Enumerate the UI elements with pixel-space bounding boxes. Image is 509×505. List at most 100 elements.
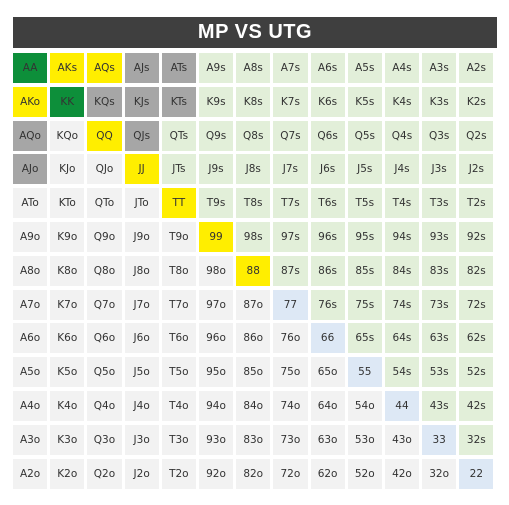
hand-cell-kqo: KQo bbox=[50, 120, 85, 151]
hand-cell-aqs: AQs bbox=[87, 53, 122, 83]
hand-cell-64o: 64o bbox=[310, 390, 345, 421]
hand-cell-t4o: T4o bbox=[161, 390, 196, 421]
hand-cell-76s: 76s bbox=[310, 289, 345, 320]
hand-cell-kjs: KJs bbox=[124, 86, 159, 117]
hand-cell-a3o: A3o bbox=[13, 424, 48, 455]
hand-cell-a7o: A7o bbox=[13, 289, 48, 320]
hand-cell-t7o: T7o bbox=[161, 289, 196, 320]
hand-cell-j5o: J5o bbox=[124, 357, 159, 388]
hand-cell-95s: 95s bbox=[347, 221, 382, 252]
hand-cell-a2s: A2s bbox=[459, 53, 494, 83]
hand-cell-q9s: Q9s bbox=[198, 120, 234, 151]
hand-cell-j9o: J9o bbox=[124, 221, 159, 252]
hand-cell-t9o: T9o bbox=[161, 221, 196, 252]
hand-cell-j8s: J8s bbox=[236, 154, 271, 185]
hand-cell-ako: AKo bbox=[13, 86, 48, 117]
hand-cell-k4o: K4o bbox=[50, 390, 85, 421]
hand-cell-ajs: AJs bbox=[124, 53, 159, 83]
hand-cell-q6s: Q6s bbox=[310, 120, 345, 151]
hand-cell-82s: 82s bbox=[459, 255, 494, 286]
hand-cell-63o: 63o bbox=[310, 424, 345, 455]
hand-cell-q5o: Q5o bbox=[87, 357, 122, 388]
hand-cell-54o: 54o bbox=[347, 390, 382, 421]
hand-cell-65s: 65s bbox=[347, 323, 382, 354]
hand-cell-96s: 96s bbox=[310, 221, 345, 252]
hand-cell-q7s: Q7s bbox=[273, 120, 308, 151]
hand-cell-qts: QTs bbox=[161, 120, 196, 151]
hand-cell-42s: 42s bbox=[459, 390, 494, 421]
hand-cell-j7o: J7o bbox=[124, 289, 159, 320]
hand-cell-j3o: J3o bbox=[124, 424, 159, 455]
hand-cell-82o: 82o bbox=[236, 458, 271, 489]
hand-cell-t2o: T2o bbox=[161, 458, 196, 489]
hand-cell-j6o: J6o bbox=[124, 323, 159, 354]
hand-cell-tt: TT bbox=[161, 188, 196, 219]
hand-cell-t6o: T6o bbox=[161, 323, 196, 354]
hand-cell-74o: 74o bbox=[273, 390, 308, 421]
hand-cell-94o: 94o bbox=[198, 390, 234, 421]
hand-cell-k9o: K9o bbox=[50, 221, 85, 252]
hand-cell-q5s: Q5s bbox=[347, 120, 382, 151]
hand-cell-66: 66 bbox=[310, 323, 345, 354]
hand-cell-63s: 63s bbox=[422, 323, 457, 354]
hand-cell-jj: JJ bbox=[124, 154, 159, 185]
hand-cell-k7o: K7o bbox=[50, 289, 85, 320]
hand-cell-a4s: A4s bbox=[384, 53, 420, 83]
hand-cell-92s: 92s bbox=[459, 221, 494, 252]
hand-cell-j2o: J2o bbox=[124, 458, 159, 489]
hand-cell-65o: 65o bbox=[310, 357, 345, 388]
hand-cell-85o: 85o bbox=[236, 357, 271, 388]
hand-cell-93o: 93o bbox=[198, 424, 234, 455]
hand-cell-kts: KTs bbox=[161, 86, 196, 117]
hand-cell-88: 88 bbox=[236, 255, 271, 286]
hand-cell-99: 99 bbox=[198, 221, 234, 252]
hand-cell-a4o: A4o bbox=[13, 390, 48, 421]
hand-cell-83s: 83s bbox=[422, 255, 457, 286]
hand-cell-t4s: T4s bbox=[384, 188, 420, 219]
hand-cell-j9s: J9s bbox=[198, 154, 234, 185]
hand-cell-43s: 43s bbox=[422, 390, 457, 421]
hand-cell-j8o: J8o bbox=[124, 255, 159, 286]
hand-cell-q2o: Q2o bbox=[87, 458, 122, 489]
hand-cell-72o: 72o bbox=[273, 458, 308, 489]
hand-cell-t8o: T8o bbox=[161, 255, 196, 286]
hand-cell-52o: 52o bbox=[347, 458, 382, 489]
hand-cell-k2o: K2o bbox=[50, 458, 85, 489]
hand-cell-qq: QQ bbox=[87, 120, 122, 151]
hand-cell-qjo: QJo bbox=[87, 154, 122, 185]
hand-cell-qto: QTo bbox=[87, 188, 122, 219]
hand-cell-a9s: A9s bbox=[198, 53, 234, 83]
hand-cell-87s: 87s bbox=[273, 255, 308, 286]
hand-cell-75s: 75s bbox=[347, 289, 382, 320]
hand-cell-t5s: T5s bbox=[347, 188, 382, 219]
hand-cell-a6s: A6s bbox=[310, 53, 345, 83]
hand-cell-q8o: Q8o bbox=[87, 255, 122, 286]
hand-cell-q9o: Q9o bbox=[87, 221, 122, 252]
hand-cell-k8s: K8s bbox=[236, 86, 271, 117]
hand-cell-kqs: KQs bbox=[87, 86, 122, 117]
hand-cell-95o: 95o bbox=[198, 357, 234, 388]
hand-cell-a5o: A5o bbox=[13, 357, 48, 388]
hand-cell-72s: 72s bbox=[459, 289, 494, 320]
hand-cell-k7s: K7s bbox=[273, 86, 308, 117]
hand-cell-83o: 83o bbox=[236, 424, 271, 455]
hand-cell-kjo: KJo bbox=[50, 154, 85, 185]
hand-cell-a7s: A7s bbox=[273, 53, 308, 83]
hand-cell-k5o: K5o bbox=[50, 357, 85, 388]
hand-cell-33: 33 bbox=[422, 424, 457, 455]
hand-cell-j2s: J2s bbox=[459, 154, 494, 185]
hand-cell-86s: 86s bbox=[310, 255, 345, 286]
hand-cell-j4s: J4s bbox=[384, 154, 420, 185]
hand-range-grid: AA AKs AQs AJs ATs A9s A8s A7s A6s A5s A4s A3s A2s AK… bbox=[13, 53, 497, 489]
hand-cell-85s: 85s bbox=[347, 255, 382, 286]
hand-cell-73o: 73o bbox=[273, 424, 308, 455]
hand-cell-42o: 42o bbox=[384, 458, 420, 489]
hand-cell-22: 22 bbox=[459, 458, 494, 489]
hand-cell-44: 44 bbox=[384, 390, 420, 421]
hand-cell-98o: 98o bbox=[198, 255, 234, 286]
hand-cell-t7s: T7s bbox=[273, 188, 308, 219]
hand-cell-t8s: T8s bbox=[236, 188, 271, 219]
hand-cell-ajo: AJo bbox=[13, 154, 48, 185]
hand-cell-87o: 87o bbox=[236, 289, 271, 320]
hand-cell-97o: 97o bbox=[198, 289, 234, 320]
